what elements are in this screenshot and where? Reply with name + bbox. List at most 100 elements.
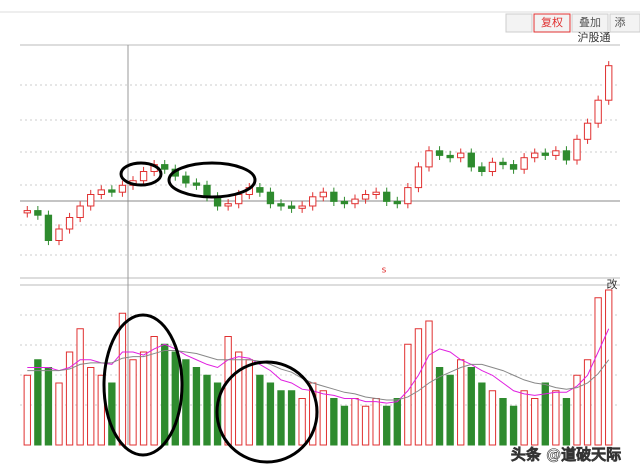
candle-body — [425, 150, 433, 168]
tab-label[interactable]: 添 — [615, 15, 626, 29]
badge: 沪股通 — [578, 30, 611, 44]
volume-bar — [330, 398, 338, 446]
volume-bar — [76, 328, 84, 446]
volume-bar — [383, 405, 391, 446]
volume-bar — [23, 374, 31, 446]
candle-body — [182, 175, 190, 184]
tab-label[interactable]: 叠加 — [579, 16, 601, 29]
volume-bar — [446, 374, 454, 446]
candle-body — [108, 189, 116, 193]
volume-bar — [573, 374, 581, 446]
candle-body — [235, 194, 243, 205]
volume-bar — [351, 398, 359, 446]
candle-body — [414, 166, 423, 189]
volume-bar — [44, 367, 53, 446]
tab[interactable] — [609, 13, 640, 33]
volume-bar — [235, 351, 243, 446]
volume-bar — [541, 382, 549, 446]
candle-body — [87, 194, 95, 207]
volume-bar — [118, 312, 127, 446]
candle-body — [224, 203, 232, 207]
volume-bar — [552, 390, 560, 446]
candle-body — [383, 191, 391, 202]
candle-body — [552, 150, 560, 156]
volume-bar — [34, 359, 42, 446]
volume-bar — [266, 382, 275, 446]
candle-body — [256, 187, 264, 193]
volume-bar — [594, 297, 602, 446]
candle-body — [509, 164, 518, 170]
candle-body — [457, 152, 465, 159]
annotations — [102, 161, 319, 464]
volume-bar — [224, 336, 232, 446]
volume-bar — [467, 367, 475, 446]
candle-body — [76, 205, 84, 218]
candle-body — [44, 214, 53, 241]
volume-bar — [509, 405, 518, 446]
candle-body — [541, 152, 549, 156]
volume-bar — [245, 359, 253, 446]
volume-bar — [478, 382, 486, 446]
candle-body — [192, 182, 201, 186]
tab[interactable] — [505, 13, 533, 33]
volume-bar — [520, 390, 528, 446]
candle-body — [309, 196, 317, 207]
candle-body — [605, 65, 613, 101]
volume-bar — [65, 351, 74, 446]
volume-bar — [457, 359, 465, 446]
volume-bar — [583, 359, 592, 446]
candle-body — [393, 200, 401, 205]
volume-bar — [319, 390, 327, 446]
volume-bar — [393, 398, 401, 446]
tab[interactable] — [571, 13, 609, 33]
volume-bar — [404, 343, 412, 446]
candle-body — [34, 210, 42, 216]
tab-label[interactable]: 复权 — [541, 15, 563, 29]
volume-bar — [108, 382, 116, 446]
candle-body — [531, 152, 539, 159]
volume-bar — [150, 336, 158, 446]
volume-bar — [361, 405, 370, 446]
candle-body — [340, 200, 349, 205]
marks — [23, 61, 613, 446]
volume-bar — [256, 374, 264, 446]
volume-bar — [129, 359, 137, 446]
candle-body — [520, 157, 528, 170]
candle-body — [435, 150, 444, 156]
candle-body — [478, 166, 486, 172]
candle-body — [203, 184, 211, 198]
candle-body — [467, 152, 475, 168]
volume-bar — [499, 398, 507, 446]
volume-bar — [372, 398, 380, 446]
volume-bar — [562, 398, 571, 446]
candle-body — [65, 217, 74, 230]
candle-body — [562, 150, 571, 161]
candle-body — [573, 138, 581, 161]
volume-bar — [340, 405, 349, 446]
volume-ma-line — [27, 328, 610, 404]
volume-bar — [171, 351, 179, 446]
candle-body — [319, 191, 327, 198]
candle-body — [23, 210, 31, 214]
volume-bar — [182, 359, 190, 446]
candle-body — [55, 228, 63, 241]
candle-body — [488, 161, 497, 173]
volume-bar — [87, 367, 95, 446]
tab[interactable] — [533, 13, 571, 33]
volume-bar — [488, 390, 497, 446]
candle-body — [298, 205, 306, 209]
volume-bar — [531, 398, 539, 446]
candle-body — [351, 198, 359, 205]
volume-label: 改 — [607, 277, 618, 291]
candle-body — [372, 191, 380, 195]
candle-body — [446, 154, 454, 159]
volume-bar — [139, 351, 148, 446]
marker: s — [382, 266, 387, 276]
volume-bar — [192, 367, 201, 446]
volume-ma-line — [27, 349, 610, 401]
volume-bar — [203, 374, 211, 446]
volume-bar — [414, 328, 423, 446]
volume-bar — [161, 343, 169, 446]
volume-bar — [277, 390, 285, 446]
